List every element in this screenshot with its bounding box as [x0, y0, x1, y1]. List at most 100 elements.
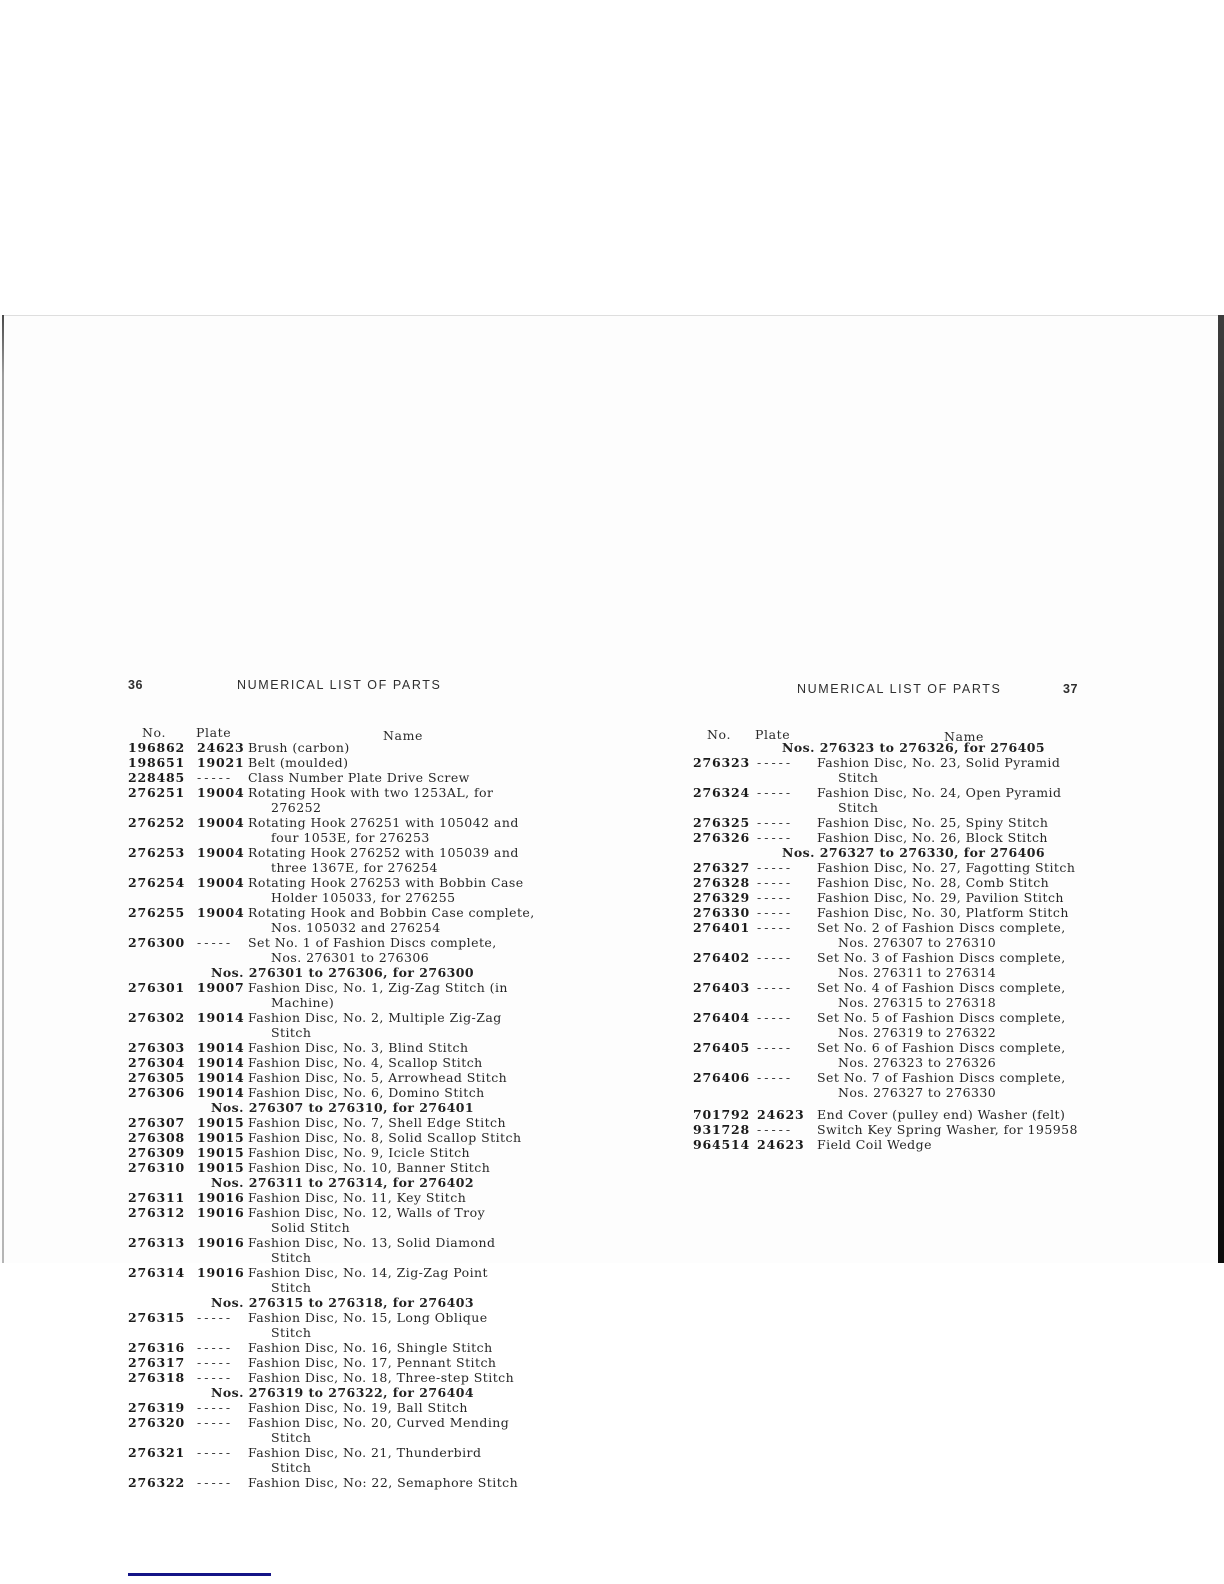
plate-number: ----- [757, 890, 794, 905]
part-name-line: Set No. 4 of Fashion Discs complete, [817, 980, 1066, 995]
parts-row: 276406 ----- Set No. 7 of Fashion Discs co… [0, 1070, 1224, 1100]
group-heading: Nos. 276327 to 276330, for 276406 [0, 845, 1224, 860]
part-name-line: four 1053E, for 276253 [271, 830, 430, 845]
part-name: Rotating Hook and Bobbin Case complete, N… [0, 905, 1224, 935]
part-name-line: Set No. 3 of Fashion Discs complete, [817, 950, 1066, 965]
part-number: 276309 [128, 1145, 185, 1160]
part-name: Fashion Disc, No. 18, Three-step Stitch [0, 1370, 1224, 1385]
plate-number: 19016 [197, 1265, 245, 1280]
column-header-no-left: No. [142, 725, 167, 740]
part-name-line: Fashion Disc, No. 7, Shell Edge Stitch [248, 1115, 506, 1130]
part-name-line: Rotating Hook and Bobbin Case complete, [248, 905, 535, 920]
part-number: 276308 [128, 1130, 185, 1145]
part-name: Fashion Disc, No. 19, Ball Stitch [0, 1400, 1224, 1415]
part-name-line: Rotating Hook 276253 with Bobbin Case [248, 875, 524, 890]
parts-row: 276320 ----- Fashion Disc, No. 20, Curved … [0, 1415, 1224, 1445]
page-number-left: 36 [128, 678, 143, 692]
part-number: 198651 [128, 755, 185, 770]
part-number: 276318 [128, 1370, 185, 1385]
plate-number: 19004 [197, 845, 245, 860]
part-name: Fashion Disc, No. 12, Walls of Troy Solid… [0, 1205, 1224, 1235]
part-number: 276406 [693, 1070, 750, 1085]
parts-row: 228485 ----- Class Number Plate Drive Scre… [0, 770, 1224, 785]
part-name-line: Holder 105033, for 276255 [271, 890, 456, 905]
parts-row: 276319 ----- Fashion Disc, No. 19, Ball St… [0, 1400, 1224, 1415]
part-name: Set No. 1 of Fashion Discs complete, Nos.… [0, 935, 1224, 965]
part-name: Fashion Disc, No: 22, Semaphore Stitch [0, 1475, 1224, 1490]
plate-number: ----- [757, 905, 794, 920]
parts-row: 276252 19004 Rotating Hook 276251 with 105… [0, 815, 1224, 845]
part-name-line: Belt (moulded) [248, 755, 349, 770]
part-name-line: Fashion Disc, No. 29, Pavilion Stitch [817, 890, 1064, 905]
part-number: 276323 [693, 755, 750, 770]
part-name: Fashion Disc, No. 27, Fagotting Stitch [0, 860, 1224, 875]
group-heading: Nos. 276311 to 276314, for 276402 [0, 1175, 1224, 1190]
part-number: 276252 [128, 815, 185, 830]
plate-number: 19004 [197, 905, 245, 920]
part-name: Fashion Disc, No. 26, Block Stitch [0, 830, 1224, 845]
column-header-plate-left: Plate [196, 725, 232, 740]
parts-row: 276312 19016 Fashion Disc, No. 12, Walls o… [0, 1205, 1224, 1235]
part-name-line: 276252 [271, 800, 322, 815]
part-name-line: Fashion Disc, No. 6, Domino Stitch [248, 1085, 485, 1100]
part-number: 276254 [128, 875, 185, 890]
column-header-no-right: No. [707, 727, 732, 742]
parts-row: 276300 ----- Set No. 1 of Fashion Discs co… [0, 935, 1224, 965]
part-number: 276314 [128, 1265, 185, 1280]
part-name-line: Nos. 105032 and 276254 [271, 920, 441, 935]
part-name-line: Fashion Disc, No. 1, Zig-Zag Stitch (in [248, 980, 508, 995]
group-heading-text: Nos. 276323 to 276326, for 276405 [782, 740, 1046, 755]
link-underline [128, 1573, 271, 1576]
part-number: 276307 [128, 1115, 185, 1130]
parts-table-left: 196862 24623 Brush (carbon) 198651 19021 Belt… [0, 740, 1224, 1490]
part-number: 276300 [128, 935, 185, 950]
part-name-line: Fashion Disc, No. 12, Walls of Troy [248, 1205, 486, 1220]
parts-row: 276253 19004 Rotating Hook 276252 with 105… [0, 845, 1224, 875]
parts-row: 276316 ----- Fashion Disc, No. 16, Shingle… [0, 1340, 1224, 1355]
part-name-line: Set No. 1 of Fashion Discs complete, [248, 935, 497, 950]
part-name: Fashion Disc, No. 2, Multiple Zig-Zag Sti… [0, 1010, 1224, 1040]
part-number: 931728 [693, 1122, 750, 1137]
plate-number: ----- [197, 1370, 234, 1385]
part-name: Set No. 3 of Fashion Discs complete, Nos.… [0, 950, 1224, 980]
parts-row: 276325 ----- Fashion Disc, No. 25, Spiny S… [0, 815, 1224, 830]
part-name: Fashion Disc, No. 8, Solid Scallop Stitc… [0, 1130, 1224, 1145]
part-name: Set No. 4 of Fashion Discs complete, Nos.… [0, 980, 1224, 1010]
parts-row: 276326 ----- Fashion Disc, No. 26, Block S… [0, 830, 1224, 845]
part-number: 276405 [693, 1040, 750, 1055]
plate-number: 19014 [197, 1010, 245, 1025]
plate-number: 19015 [197, 1115, 245, 1130]
parts-row: 276324 ----- Fashion Disc, No. 24, Open Py… [0, 785, 1224, 815]
part-name-line: Stitch [271, 1430, 312, 1445]
plate-number: 19004 [197, 785, 245, 800]
part-number: 276401 [693, 920, 750, 935]
parts-row: 276405 ----- Set No. 6 of Fashion Discs co… [0, 1040, 1224, 1070]
part-number: 701792 [693, 1107, 750, 1122]
plate-number: 19007 [197, 980, 245, 995]
part-name-line: Switch Key Spring Washer, for 195958 [817, 1122, 1078, 1137]
part-name-line: Stitch [271, 1325, 312, 1340]
plate-number: ----- [197, 1310, 234, 1325]
plate-number: ----- [757, 920, 794, 935]
part-name-line: End Cover (pulley end) Washer (felt) [817, 1107, 1066, 1122]
plate-number: ----- [757, 1040, 794, 1055]
plate-number: 19016 [197, 1235, 245, 1250]
part-name: Set No. 7 of Fashion Discs complete, Nos.… [0, 1070, 1224, 1100]
part-number: 276402 [693, 950, 750, 965]
part-name: Belt (moulded) [0, 755, 1224, 770]
part-name: Fashion Disc, No. 4, Scallop Stitch [0, 1055, 1224, 1070]
parts-row: 931728 ----- Switch Key Spring Washer, for… [0, 1122, 1224, 1137]
part-name: Fashion Disc, No. 25, Spiny Stitch [0, 815, 1224, 830]
part-name-line: Fashion Disc, No. 4, Scallop Stitch [248, 1055, 483, 1070]
part-name: Field Coil Wedge [0, 1137, 1224, 1152]
parts-row: 198651 19021 Belt (moulded) [0, 755, 1224, 770]
parts-row: 276308 19015 Fashion Disc, No. 8, Solid Sc… [0, 1130, 1224, 1145]
part-name: Fashion Disc, No. 5, Arrowhead Stitch [0, 1070, 1224, 1085]
plate-number: ----- [757, 860, 794, 875]
part-number: 276320 [128, 1415, 185, 1430]
plate-number: ----- [197, 1415, 234, 1430]
part-number: 276327 [693, 860, 750, 875]
parts-row: 276317 ----- Fashion Disc, No. 17, Pennant… [0, 1355, 1224, 1370]
part-number: 276310 [128, 1160, 185, 1175]
